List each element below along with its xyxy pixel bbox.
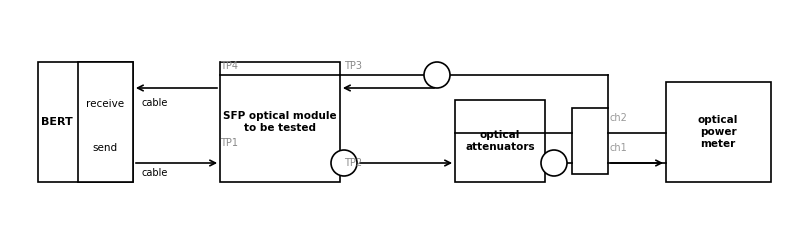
Text: TP1: TP1 — [220, 138, 238, 148]
Text: receive: receive — [86, 99, 124, 109]
Text: send: send — [93, 143, 118, 153]
Circle shape — [331, 150, 357, 176]
Text: TP3: TP3 — [344, 61, 362, 71]
Circle shape — [424, 62, 450, 88]
Text: ch1: ch1 — [610, 143, 628, 153]
Text: TP4: TP4 — [220, 61, 238, 71]
Text: TP2: TP2 — [344, 158, 362, 168]
Text: cable: cable — [142, 98, 168, 108]
Text: SFP optical module
to be tested: SFP optical module to be tested — [223, 111, 337, 133]
Bar — [78, 62, 133, 182]
Text: ch2: ch2 — [610, 113, 628, 123]
Text: BERT: BERT — [41, 117, 73, 127]
Bar — [38, 62, 133, 182]
Text: optical
attenuators: optical attenuators — [465, 130, 535, 152]
Bar — [666, 82, 771, 182]
Text: cable: cable — [142, 168, 168, 178]
Circle shape — [541, 150, 567, 176]
Bar — [572, 108, 608, 174]
Bar — [455, 100, 545, 182]
Text: optical
power
meter: optical power meter — [698, 115, 738, 149]
Bar — [220, 62, 340, 182]
